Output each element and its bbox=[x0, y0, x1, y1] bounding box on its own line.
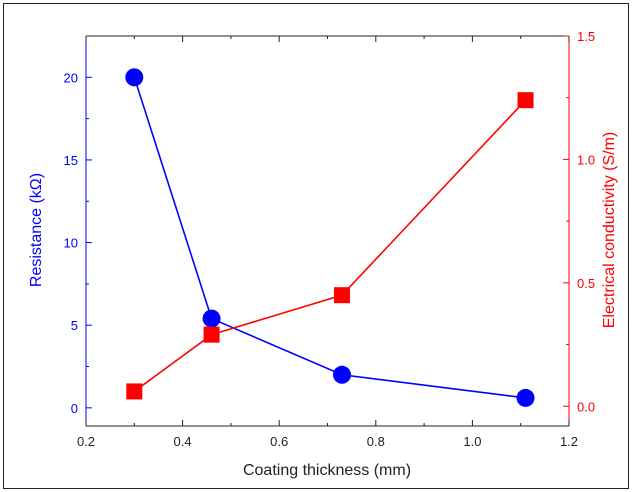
left-y-tick-label: 5 bbox=[71, 318, 78, 333]
left-y-tick-label: 0 bbox=[71, 401, 78, 416]
x-tick-label: 0.6 bbox=[270, 434, 288, 449]
series-2-point bbox=[203, 326, 220, 343]
series-2-line bbox=[133, 99, 527, 393]
left-y-tick-label: 10 bbox=[64, 236, 78, 251]
series-1-point bbox=[516, 388, 535, 407]
right-y-tick-label: 0.5 bbox=[577, 276, 595, 291]
x-tick-label: 1.0 bbox=[463, 434, 481, 449]
x-tick-label: 1.2 bbox=[560, 434, 578, 449]
series-1-line bbox=[133, 77, 526, 399]
series-2-point bbox=[517, 92, 534, 109]
left-y-tick-label: 15 bbox=[64, 153, 78, 168]
x-tick-label: 0.2 bbox=[77, 434, 95, 449]
left-y-axis-title: Resistance (kΩ) bbox=[28, 173, 45, 287]
x-axis-title: Coating thickness (mm) bbox=[243, 462, 411, 479]
series-1-point bbox=[332, 365, 351, 384]
x-tick-label: 0.4 bbox=[174, 434, 192, 449]
right-y-tick-label: 0.0 bbox=[577, 399, 595, 414]
right-y-tick-label: 1.5 bbox=[577, 29, 595, 44]
series-2-point bbox=[126, 383, 143, 400]
series-1-point bbox=[202, 309, 221, 328]
right-y-tick-label: 1.0 bbox=[577, 152, 595, 167]
series-1-point bbox=[125, 68, 144, 87]
chart-frame bbox=[3, 3, 629, 489]
series-2-point bbox=[333, 287, 350, 304]
left-y-tick-label: 20 bbox=[64, 70, 78, 85]
right-y-axis-title: Electrical conductivity (S/m) bbox=[601, 132, 618, 329]
x-tick-label: 0.8 bbox=[367, 434, 385, 449]
